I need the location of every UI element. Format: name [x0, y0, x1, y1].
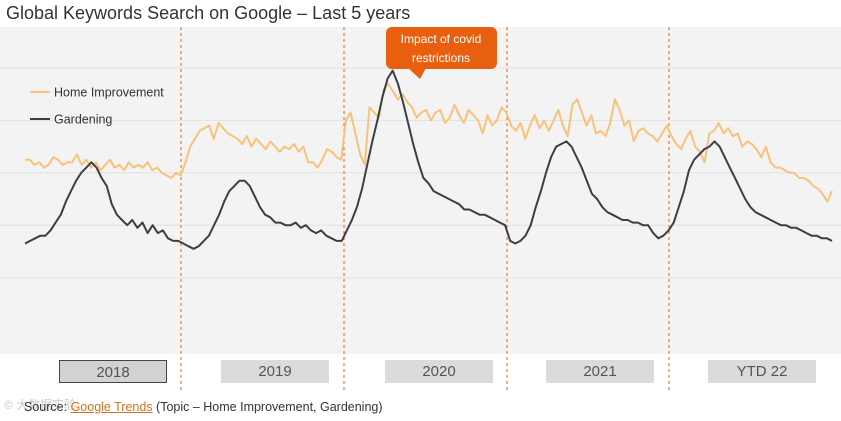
source-note: Source: Google Trends (Topic – Home Impr…	[24, 400, 383, 414]
year-label-2018[interactable]: 2018	[59, 360, 167, 383]
year-label-2020[interactable]: 2020	[385, 360, 493, 383]
source-suffix: (Topic – Home Improvement, Gardening)	[152, 400, 383, 414]
annotation-text-line2: restrictions	[412, 51, 470, 65]
legend-label-gardening: Gardening	[54, 113, 112, 127]
chart-title: Global Keywords Search on Google – Last …	[6, 3, 411, 23]
home-improvement-line	[25, 82, 833, 203]
annotation-pointer	[408, 68, 426, 79]
line-chart: Home Improvement Gardening Impact of covi…	[0, 27, 841, 392]
annotation-box	[386, 27, 497, 69]
watermark: © 大数据实验	[4, 398, 77, 412]
year-label-2019[interactable]: 2019	[221, 360, 329, 383]
legend-label-home-improvement: Home Improvement	[54, 86, 164, 100]
gardening-line	[24, 69, 833, 250]
source-prefix: Source:	[24, 400, 71, 414]
year-label-ytd-22[interactable]: YTD 22	[708, 360, 816, 383]
google-trends-link[interactable]: Google Trends	[70, 400, 153, 414]
annotation-text-line1: Impact of covid	[401, 32, 482, 46]
year-label-2021[interactable]: 2021	[546, 360, 654, 383]
plot-background	[0, 27, 841, 354]
